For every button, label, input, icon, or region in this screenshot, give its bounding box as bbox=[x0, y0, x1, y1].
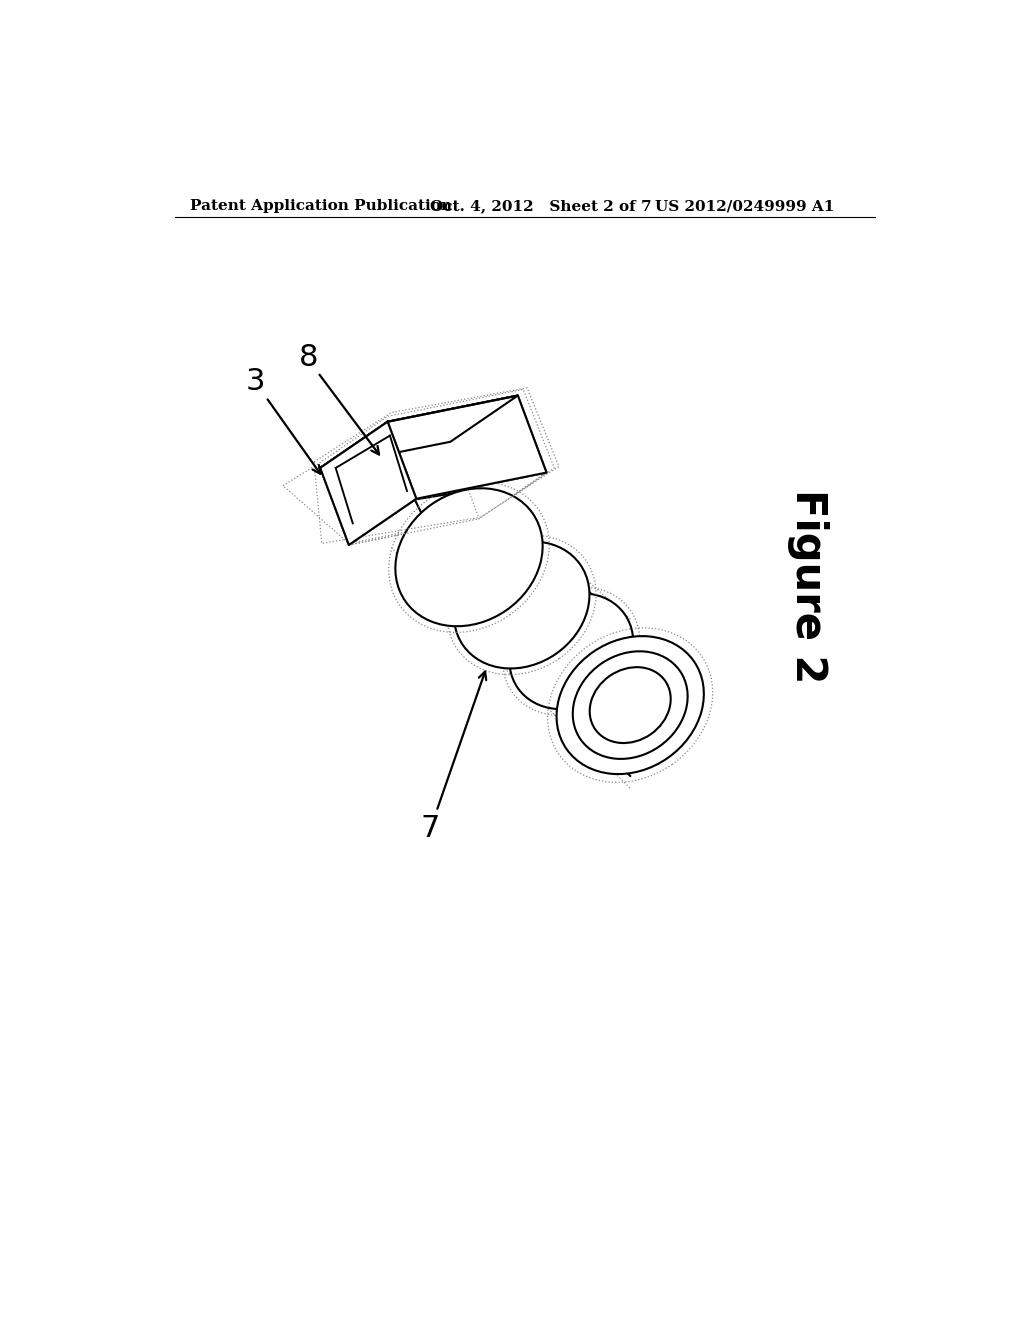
Ellipse shape bbox=[569, 651, 682, 755]
Text: 7: 7 bbox=[421, 814, 440, 842]
Polygon shape bbox=[321, 396, 518, 469]
Ellipse shape bbox=[557, 636, 703, 774]
Polygon shape bbox=[321, 396, 518, 469]
Ellipse shape bbox=[509, 593, 633, 709]
Polygon shape bbox=[388, 396, 547, 499]
Text: US 2012/0249999 A1: US 2012/0249999 A1 bbox=[655, 199, 835, 213]
Polygon shape bbox=[388, 396, 547, 499]
Text: 3: 3 bbox=[246, 367, 265, 396]
Text: Patent Application Publication: Patent Application Publication bbox=[190, 199, 452, 213]
Text: Oct. 4, 2012   Sheet 2 of 7: Oct. 4, 2012 Sheet 2 of 7 bbox=[430, 199, 652, 213]
Polygon shape bbox=[321, 422, 417, 545]
Polygon shape bbox=[321, 422, 417, 545]
Text: Figure 2: Figure 2 bbox=[787, 488, 829, 682]
Text: 8: 8 bbox=[299, 343, 318, 371]
Ellipse shape bbox=[454, 541, 590, 668]
Ellipse shape bbox=[395, 488, 543, 626]
